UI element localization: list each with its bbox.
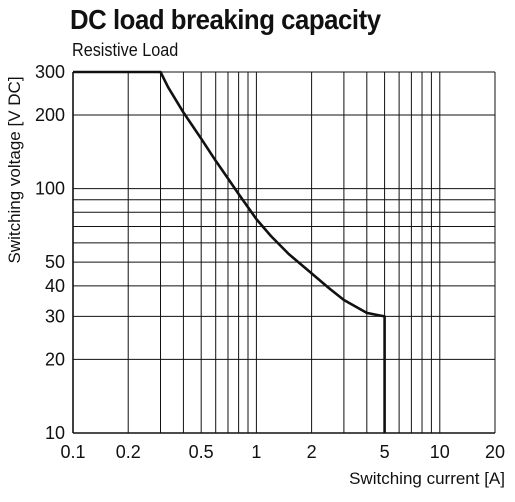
x-tick-label: 2 [307, 442, 317, 462]
chart-title: DC load breaking capacity [70, 4, 381, 35]
y-tick-label: 20 [45, 349, 65, 369]
x-tick-label: 10 [430, 442, 450, 462]
grid [72, 71, 496, 434]
x-tick-label: 1 [251, 442, 261, 462]
y-tick-label: 200 [35, 105, 65, 125]
x-tick-label: 0.1 [60, 442, 85, 462]
x-tick-label: 20 [485, 442, 505, 462]
series-layer [73, 70, 386, 433]
y-axis-label: Switching voltage [V DC] [5, 76, 24, 263]
y-tick-label: 300 [35, 62, 65, 82]
x-axis-label: Switching current [A] [349, 469, 505, 488]
x-tick-label: 0.5 [189, 442, 214, 462]
x-tick-label: 0.2 [116, 442, 141, 462]
y-tick-label: 10 [45, 423, 65, 443]
breaking-capacity-curve [73, 70, 386, 433]
y-tick-label: 50 [45, 252, 65, 272]
y-tick-label: 30 [45, 306, 65, 326]
chart-subtitle: Resistive Load [72, 40, 179, 60]
tick-labels: 0.1 0.2 0.5 1 2 5 10 20 10 20 30 40 50 100 200 300 [35, 62, 505, 462]
y-tick-label: 40 [45, 276, 65, 296]
x-tick-label: 5 [380, 442, 390, 462]
y-tick-label: 100 [35, 179, 65, 199]
